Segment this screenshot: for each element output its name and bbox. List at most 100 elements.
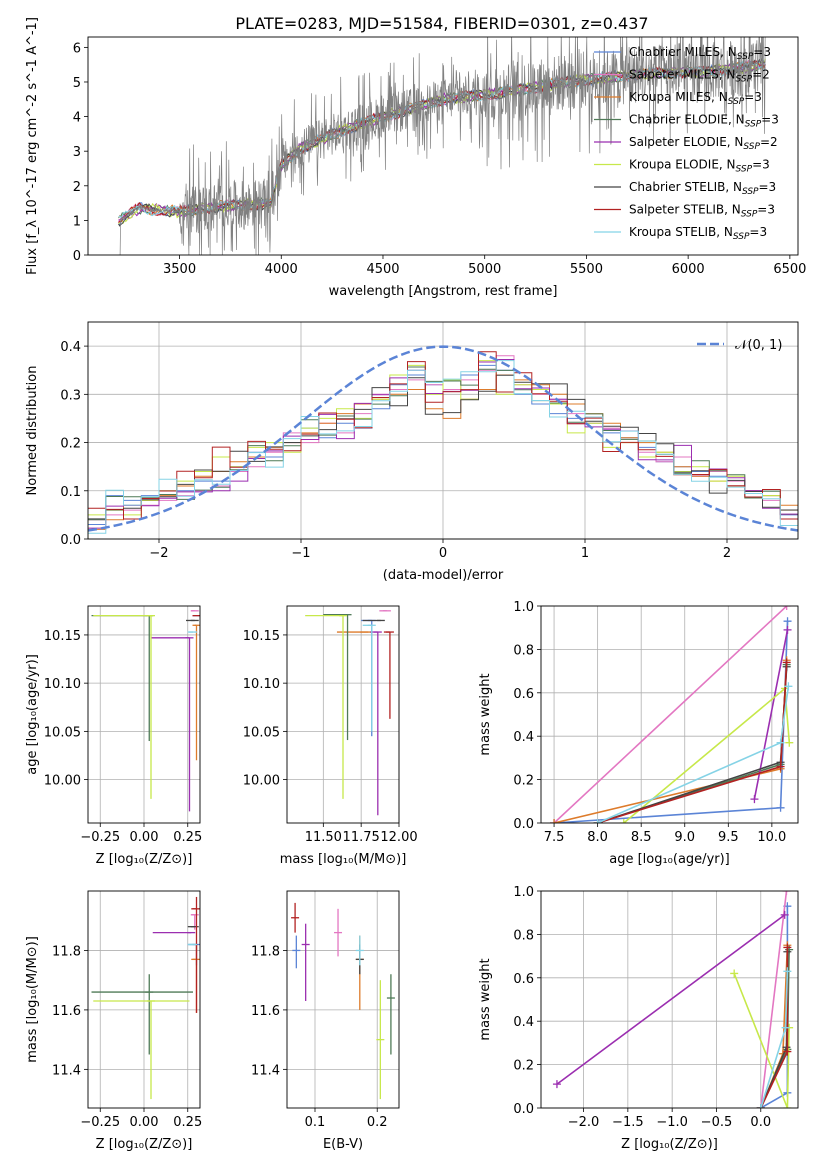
legend-value: =3 bbox=[759, 180, 777, 194]
weight-line bbox=[733, 973, 790, 1108]
weight-marker bbox=[756, 1104, 765, 1108]
axes-frame bbox=[540, 605, 799, 824]
y-tick-label: 0.0 bbox=[60, 533, 81, 548]
x-axis-label: E(B-V) bbox=[323, 1137, 363, 1152]
x-tick-label: 5500 bbox=[570, 262, 603, 277]
y-tick-label: 10.00 bbox=[44, 774, 81, 789]
x-tick-label: 5000 bbox=[468, 262, 501, 277]
plot-area bbox=[118, 37, 766, 255]
legend-n: N bbox=[727, 68, 736, 82]
legend: 𝒩(0, 1) bbox=[697, 338, 782, 353]
legend-entry: Salpeter ELODIE, NSSP=2 bbox=[629, 135, 778, 152]
legend-n: N bbox=[724, 225, 733, 239]
y-tick-label: 0.8 bbox=[513, 928, 534, 943]
histogram-series bbox=[88, 360, 798, 534]
panel-7: −2.0 −1.5 −1.0 −0.5 0.0 0.0 0.2 0.4 0.6 0.8 1.0 Z [… bbox=[478, 885, 799, 1152]
legend-n: N bbox=[719, 90, 728, 104]
panel-5: −0.25 0.00 0.25 11.4 11.6 11.8 Z [log₁₀(Z/Z⊙)]… bbox=[25, 890, 202, 1152]
legend-sub: SSP bbox=[728, 97, 745, 107]
y-tick-label: 0.2 bbox=[513, 1059, 534, 1074]
x-tick-label: 0.2 bbox=[367, 1115, 388, 1130]
weight-marker bbox=[776, 762, 785, 771]
x-tick-label: 6000 bbox=[672, 262, 705, 277]
y-tick-label: 0 bbox=[73, 249, 81, 264]
weight-marker bbox=[776, 738, 785, 747]
x-axis-label: Z [log₁₀(Z/Z⊙)] bbox=[96, 1137, 193, 1152]
x-axis-label: wavelength [Angstrom, rest frame] bbox=[329, 284, 558, 299]
y-tick-label: 11.4 bbox=[52, 1063, 81, 1078]
plot-area bbox=[552, 891, 794, 1108]
y-tick-label: 0.3 bbox=[60, 388, 81, 403]
x-tick-label: 10.0 bbox=[757, 830, 786, 845]
x-tick-label: 3500 bbox=[163, 262, 196, 277]
legend-n: N bbox=[734, 135, 743, 149]
legend-entry: Salpeter MILES, NSSP=2 bbox=[629, 68, 770, 85]
y-tick-label: 3 bbox=[73, 145, 81, 160]
x-axis-label: age [log₁₀(age/yr)] bbox=[609, 852, 730, 867]
figure-title: PLATE=0283, MJD=51584, FIBERID=0301, z=0… bbox=[235, 14, 648, 33]
legend-sub: SSP bbox=[736, 75, 753, 85]
weight-marker bbox=[782, 891, 791, 895]
weight-marker bbox=[783, 617, 792, 626]
weight-line bbox=[760, 891, 788, 1108]
weight-marker bbox=[750, 795, 759, 804]
legend-entry: Chabrier STELIB, NSSP=3 bbox=[629, 180, 776, 197]
weight-marker bbox=[552, 1080, 561, 1089]
legend-value: =3 bbox=[753, 45, 771, 59]
x-axis-label: mass [log₁₀(M/M⊙)] bbox=[280, 852, 407, 867]
y-tick-label: 0.4 bbox=[513, 730, 534, 745]
weight-line bbox=[760, 945, 789, 1108]
y-tick-label: 10.05 bbox=[44, 725, 81, 740]
x-tick-label: 0 bbox=[439, 546, 447, 561]
y-tick-label: 10.00 bbox=[243, 774, 280, 789]
x-axis-label: Z [log₁₀(Z/Z⊙)] bbox=[621, 1137, 718, 1152]
y-tick-label: 10.05 bbox=[243, 725, 280, 740]
weight-line bbox=[623, 686, 791, 823]
legend-entry: Kroupa STELIB, NSSP=3 bbox=[629, 225, 767, 242]
y-tick-label: 10.15 bbox=[243, 629, 280, 644]
weight-marker bbox=[782, 1043, 791, 1052]
weight-marker bbox=[785, 738, 794, 747]
x-tick-label: 1 bbox=[581, 546, 589, 561]
legend: Chabrier MILES, NSSP=3 Salpeter MILES, NS… bbox=[594, 45, 779, 242]
x-tick-label: 6500 bbox=[773, 262, 806, 277]
weight-marker bbox=[776, 803, 785, 812]
y-tick-label: 0.6 bbox=[513, 687, 534, 702]
legend-value: =3 bbox=[749, 225, 767, 239]
x-tick-label: 8.5 bbox=[631, 830, 652, 845]
y-tick-label: 10.15 bbox=[44, 629, 81, 644]
x-tick-label: 0.0 bbox=[750, 1115, 771, 1130]
legend-n: N bbox=[728, 45, 737, 59]
axes-frame bbox=[87, 605, 201, 824]
legend-value: =2 bbox=[752, 68, 770, 82]
y-tick-label: 11.8 bbox=[251, 944, 280, 959]
plot-area bbox=[305, 610, 394, 816]
y-tick-label: 0.2 bbox=[513, 774, 534, 789]
x-axis-label: (data-model)/error bbox=[383, 568, 504, 583]
panel-6: 0.1 0.2 11.4 11.6 11.8 E(B-V) bbox=[251, 890, 400, 1152]
panel-4: 7.5 8.0 8.5 9.0 9.5 10.0 0.0 0.2 0.4 0.6 0.8 1.0 age… bbox=[478, 600, 799, 867]
x-tick-label: 9.5 bbox=[718, 830, 739, 845]
y-axis-label: Flux [f_λ 10^-17 erg cm^-2 s^-1 A^-1] bbox=[25, 17, 40, 275]
legend-n: N bbox=[736, 113, 745, 127]
y-axis-label: age [log₁₀(age/yr)] bbox=[25, 654, 40, 775]
y-tick-label: 11.4 bbox=[251, 1063, 280, 1078]
x-tick-label: 12.00 bbox=[380, 830, 417, 845]
x-tick-label: −0.25 bbox=[80, 1115, 120, 1130]
x-tick-label: −2.0 bbox=[568, 1115, 600, 1130]
axes-frame bbox=[286, 890, 400, 1109]
weight-marker bbox=[784, 682, 793, 691]
plot-area bbox=[91, 610, 200, 812]
panel-1: −2 −1 0 1 2 0.0 0.1 0.2 0.3 0.4 (data-model)/error… bbox=[25, 321, 799, 583]
legend-entry: Salpeter STELIB, NSSP=3 bbox=[629, 203, 775, 220]
y-tick-label: 0.0 bbox=[513, 1102, 534, 1117]
axes-frame bbox=[540, 890, 799, 1109]
weight-line bbox=[753, 629, 789, 800]
legend-sub: SSP bbox=[736, 165, 753, 175]
normal-curve bbox=[88, 345, 798, 532]
y-tick-label: 10.10 bbox=[243, 677, 280, 692]
legend-value: =3 bbox=[752, 158, 770, 172]
y-tick-label: 0.2 bbox=[60, 437, 81, 452]
panels: 3500 4000 4500 5000 5500 6000 6500 0 1 2 3 4 5 6 wavel… bbox=[25, 17, 806, 1152]
y-tick-label: 10.10 bbox=[44, 677, 81, 692]
